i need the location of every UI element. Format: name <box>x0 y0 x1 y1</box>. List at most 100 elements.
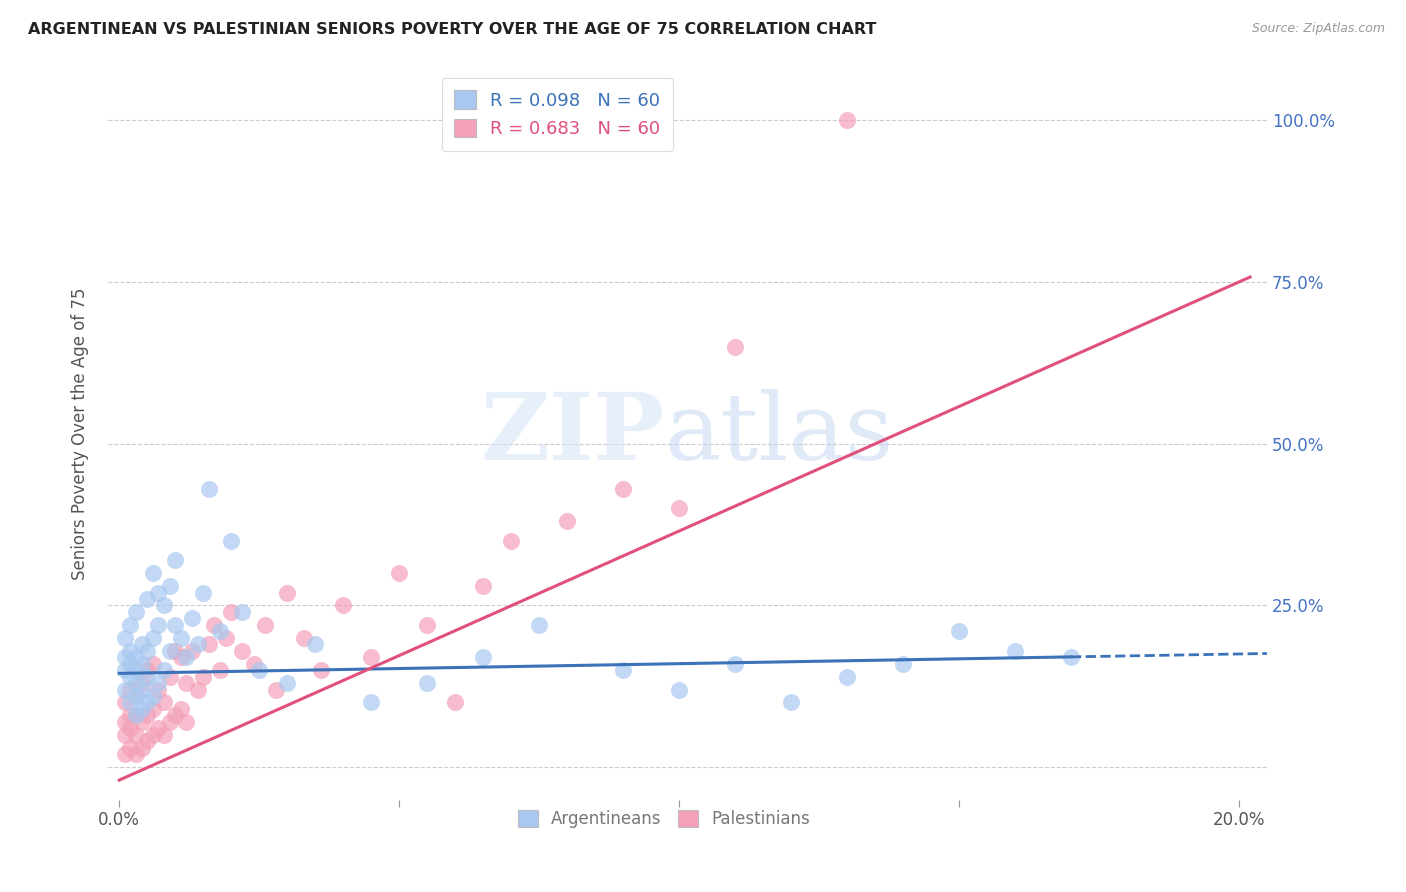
Text: Source: ZipAtlas.com: Source: ZipAtlas.com <box>1251 22 1385 36</box>
Point <box>125 650 148 665</box>
Point <box>187 637 209 651</box>
Point <box>780 696 803 710</box>
Point <box>247 663 270 677</box>
Point <box>131 676 153 690</box>
Point <box>835 670 858 684</box>
Point <box>148 676 170 690</box>
Point <box>612 663 634 677</box>
Point <box>125 605 148 619</box>
Point <box>1004 644 1026 658</box>
Point <box>136 670 159 684</box>
Point <box>501 533 523 548</box>
Point <box>136 663 159 677</box>
Point <box>292 631 315 645</box>
Point <box>131 637 153 651</box>
Point <box>131 740 153 755</box>
Point <box>153 599 176 613</box>
Point <box>114 747 136 762</box>
Point <box>125 747 148 762</box>
Legend: Argentineans, Palestinians: Argentineans, Palestinians <box>512 804 817 835</box>
Point <box>120 670 142 684</box>
Point <box>276 676 298 690</box>
Point <box>120 618 142 632</box>
Point <box>165 618 187 632</box>
Point <box>242 657 264 671</box>
Point <box>170 702 193 716</box>
Point <box>472 579 495 593</box>
Point <box>142 631 165 645</box>
Point <box>197 482 219 496</box>
Point <box>125 708 148 723</box>
Point <box>416 618 439 632</box>
Point <box>148 722 170 736</box>
Point <box>253 618 276 632</box>
Point <box>114 663 136 677</box>
Point <box>114 650 136 665</box>
Point <box>181 644 204 658</box>
Point <box>444 696 467 710</box>
Point <box>724 657 747 671</box>
Point <box>125 663 148 677</box>
Point <box>165 708 187 723</box>
Point <box>197 637 219 651</box>
Point <box>114 631 136 645</box>
Point <box>142 702 165 716</box>
Text: atlas: atlas <box>664 389 894 479</box>
Point <box>191 585 214 599</box>
Point <box>165 644 187 658</box>
Point <box>555 514 578 528</box>
Point <box>125 689 148 703</box>
Point <box>148 618 170 632</box>
Point <box>131 657 153 671</box>
Point <box>612 482 634 496</box>
Point <box>136 696 159 710</box>
Point <box>114 682 136 697</box>
Point <box>309 663 332 677</box>
Point <box>187 682 209 697</box>
Point <box>142 728 165 742</box>
Point <box>191 670 214 684</box>
Point <box>202 618 225 632</box>
Point <box>170 631 193 645</box>
Point <box>120 657 142 671</box>
Point <box>208 663 231 677</box>
Point <box>125 728 148 742</box>
Text: ARGENTINEAN VS PALESTINIAN SENIORS POVERTY OVER THE AGE OF 75 CORRELATION CHART: ARGENTINEAN VS PALESTINIAN SENIORS POVER… <box>28 22 876 37</box>
Point <box>125 708 148 723</box>
Point <box>148 682 170 697</box>
Point <box>231 644 253 658</box>
Y-axis label: Seniors Poverty Over the Age of 75: Seniors Poverty Over the Age of 75 <box>72 288 89 581</box>
Point <box>120 708 142 723</box>
Point <box>131 702 153 716</box>
Point <box>120 740 142 755</box>
Point <box>214 631 236 645</box>
Point <box>170 650 193 665</box>
Point <box>131 682 153 697</box>
Point <box>208 624 231 639</box>
Point <box>472 650 495 665</box>
Point <box>136 592 159 607</box>
Point <box>159 714 181 729</box>
Point <box>181 611 204 625</box>
Point <box>231 605 253 619</box>
Point <box>125 676 148 690</box>
Point <box>332 599 354 613</box>
Point <box>136 734 159 748</box>
Point <box>360 696 382 710</box>
Point <box>527 618 550 632</box>
Point <box>153 728 176 742</box>
Point <box>136 644 159 658</box>
Point <box>304 637 326 651</box>
Point <box>176 714 198 729</box>
Point <box>668 682 690 697</box>
Point <box>159 644 181 658</box>
Point <box>159 670 181 684</box>
Point <box>120 644 142 658</box>
Point <box>668 501 690 516</box>
Point <box>120 722 142 736</box>
Point <box>114 728 136 742</box>
Point <box>142 566 165 580</box>
Point <box>219 533 242 548</box>
Point <box>176 650 198 665</box>
Point <box>891 657 914 671</box>
